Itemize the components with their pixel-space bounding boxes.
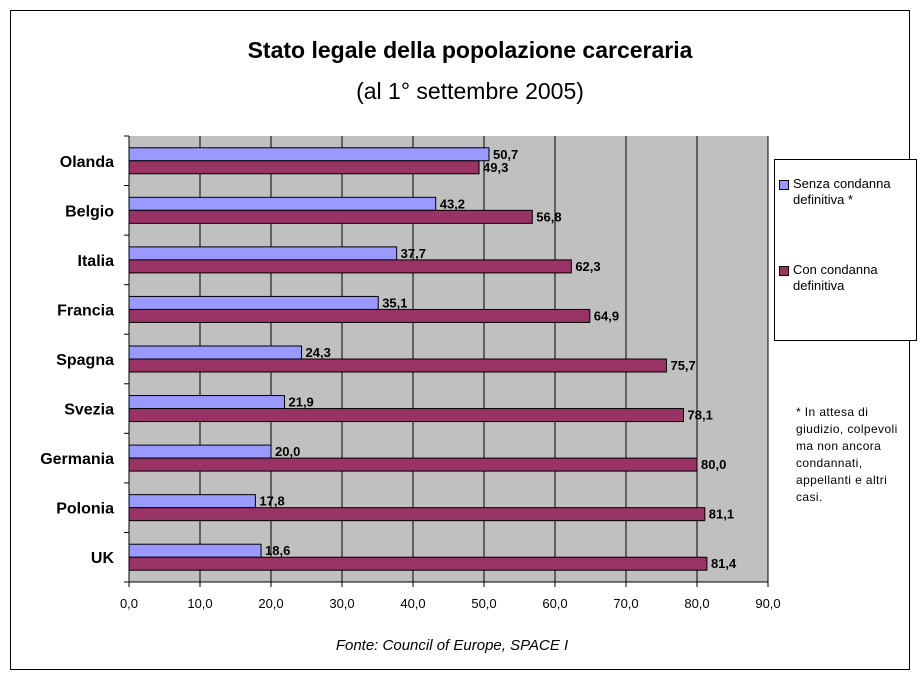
legend: Senza condanna definitiva * Con condanna… (774, 159, 917, 341)
bar-s0-5 (128, 395, 285, 410)
bar-s1-2 (128, 259, 572, 274)
category-label-7: Polonia (56, 501, 114, 518)
data-label-s1-4: 75,7 (670, 358, 695, 373)
bar-s0-1 (128, 196, 437, 211)
data-label-s0-3: 35,1 (382, 295, 407, 310)
data-label-s0-5: 21,9 (288, 395, 313, 410)
legend-label-con: Con condanna definitiva (793, 262, 878, 293)
x-tick-label-3: 30,0 (329, 596, 354, 611)
bar-s0-8 (128, 543, 262, 558)
data-label-s0-8: 18,6 (265, 543, 290, 558)
bar-s1-0 (128, 160, 480, 175)
bar-s1-4 (128, 358, 667, 373)
data-label-s1-1: 56,8 (536, 209, 561, 224)
bar-s0-6 (128, 444, 272, 459)
data-label-s1-7: 81,1 (709, 507, 734, 522)
bar-s1-1 (128, 209, 533, 224)
data-label-s1-0: 49,3 (483, 160, 508, 175)
category-label-5: Svezia (64, 402, 114, 419)
x-tick-label-8: 80,0 (684, 596, 709, 611)
bar-s0-4 (128, 345, 303, 360)
bar-s0-7 (128, 494, 256, 509)
legend-label-senza: Senza condanna definitiva * (793, 176, 891, 207)
legend-swatch-con (779, 266, 789, 276)
bar-s1-6 (128, 457, 698, 472)
data-label-s0-7: 17,8 (259, 494, 284, 509)
bar-s1-3 (128, 308, 591, 323)
bars: 50,749,3 43,2 56,8 37,7 62,3 35,1 64,9 24,3 75,7… (128, 147, 737, 571)
data-label-s1-8: 81,4 (711, 556, 737, 571)
legend-entry-con: Con condanna definitiva (779, 262, 917, 294)
chart-subtitle: (al 1° settembre 2005) (356, 78, 584, 104)
x-tick-label-0: 0,0 (120, 596, 138, 611)
data-label-s0-2: 37,7 (401, 246, 426, 261)
data-label-s1-3: 64,9 (594, 308, 619, 323)
category-label-0: Olanda (60, 154, 114, 171)
bar-s1-5 (128, 408, 685, 423)
bar-s0-2 (128, 246, 398, 261)
data-label-s0-4: 24,3 (306, 345, 331, 360)
bar-s0-3 (128, 295, 379, 310)
bar-s0-0 (128, 147, 490, 162)
data-label-s1-6: 80,0 (701, 457, 726, 472)
data-label-s0-6: 20,0 (275, 444, 300, 459)
bar-s1-8 (128, 556, 708, 571)
x-tick-label-2: 20,0 (258, 596, 283, 611)
bar-s1-7 (128, 507, 706, 522)
footnote: * In attesa di giudizio, colpevoli ma no… (796, 405, 898, 504)
axes: 0,0 10,0 20,0 30,0 40,0 50,0 60,0 70,0 80,0 90,0 O… (40, 135, 781, 611)
data-label-s1-2: 62,3 (575, 259, 600, 274)
x-tick-label-5: 50,0 (471, 596, 496, 611)
category-label-2: Italia (78, 253, 115, 270)
category-label-1: Belgio (65, 203, 114, 220)
category-label-3: Francia (57, 302, 114, 319)
x-tick-label-4: 40,0 (400, 596, 425, 611)
category-label-4: Spagna (56, 352, 114, 369)
chart-title: Stato legale della popolazione carcerari… (248, 37, 693, 63)
x-tick-label-1: 10,0 (187, 596, 212, 611)
data-label-s0-0: 50,7 (493, 147, 518, 162)
legend-entry-senza: Senza condanna definitiva * (779, 176, 917, 208)
x-tick-label-7: 70,0 (613, 596, 638, 611)
category-label-8: UK (91, 550, 115, 567)
x-tick-label-9: 90,0 (755, 596, 780, 611)
data-label-s1-5: 78,1 (688, 408, 713, 423)
x-tick-label-6: 60,0 (542, 596, 567, 611)
data-label-s0-1: 43,2 (440, 196, 465, 211)
category-label-6: Germania (40, 451, 114, 468)
legend-swatch-senza (779, 180, 789, 190)
source-caption: Fonte: Council of Europe, SPACE I (336, 637, 568, 654)
